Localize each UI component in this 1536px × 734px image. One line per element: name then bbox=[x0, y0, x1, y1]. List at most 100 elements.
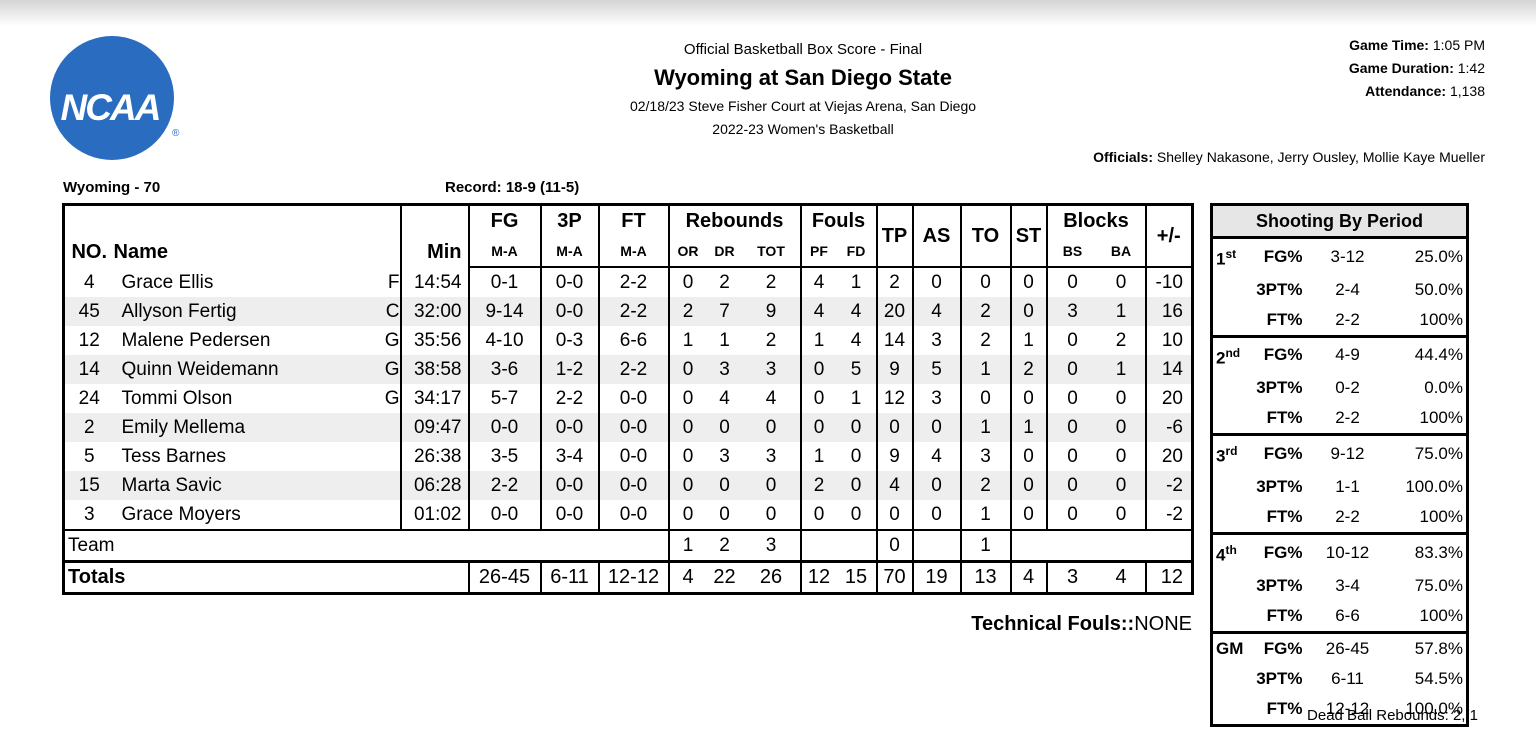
officials: Officials: Shelley Nakasone, Jerry Ousle… bbox=[1093, 149, 1485, 165]
stat-label: FT% bbox=[1266, 605, 1303, 625]
cell: 1 bbox=[850, 388, 862, 409]
cell: 5 bbox=[83, 446, 95, 467]
cell: 3 bbox=[742, 355, 801, 384]
cell: 19 bbox=[911, 560, 961, 594]
shooting-row: FT% 2-2 100% bbox=[1212, 305, 1468, 337]
cell: 0-0 bbox=[539, 297, 599, 326]
cell: 0 bbox=[1097, 413, 1146, 442]
period-cell bbox=[1212, 472, 1248, 502]
period-number: 4 bbox=[1216, 545, 1226, 565]
stat-pct: 100.0% bbox=[1405, 476, 1463, 496]
cell: 2 bbox=[959, 297, 1011, 326]
game-info-label: Game Time: bbox=[1349, 37, 1429, 53]
header-cell: TOT bbox=[742, 236, 801, 268]
cell: 9 bbox=[875, 355, 913, 384]
cell: 34:17 bbox=[399, 384, 469, 413]
cell: 0 bbox=[1045, 355, 1098, 384]
stat-pct: 0.0% bbox=[1424, 378, 1463, 398]
period-number: 1 bbox=[1216, 249, 1226, 269]
cell: G bbox=[384, 330, 400, 351]
cell: 0 bbox=[799, 413, 837, 442]
shooting-row: 3PT% 3-4 75.0% bbox=[1212, 571, 1468, 601]
officials-label: Officials: bbox=[1093, 149, 1153, 165]
cell: 1 bbox=[799, 326, 837, 355]
game-info-value: 1,138 bbox=[1449, 83, 1485, 99]
cell: 0 bbox=[1045, 326, 1098, 355]
cell: 35:56 bbox=[399, 326, 469, 355]
stat-pct: 57.8% bbox=[1389, 630, 1468, 664]
venue: 02/18/23 Steve Fisher Court at Viejas Ar… bbox=[629, 98, 977, 114]
cell: 2-2 bbox=[597, 355, 669, 384]
cell: 3 bbox=[1045, 297, 1098, 326]
period-cell: 2nd bbox=[1211, 334, 1248, 374]
stat-pct: 75.0% bbox=[1389, 433, 1468, 472]
stat-label: 3PT% bbox=[1256, 279, 1303, 299]
game-info-value: 1:05 PM bbox=[1432, 37, 1485, 53]
cell: -2 bbox=[1144, 500, 1193, 530]
stat-made: 12-12 bbox=[1325, 698, 1370, 718]
cell: 10 bbox=[1144, 326, 1193, 355]
ncaa-logo: NCAA ® bbox=[50, 36, 180, 160]
cell: 14:54 bbox=[399, 267, 469, 297]
cell: 1 bbox=[1009, 326, 1047, 355]
team-record: Record: 18-9 (11-5) bbox=[445, 179, 580, 196]
cell: 0 bbox=[667, 413, 707, 442]
cell: 0 bbox=[706, 471, 743, 500]
stat-pct: 75.0% bbox=[1414, 575, 1463, 595]
cell: 0-0 bbox=[539, 267, 599, 297]
player-row: 14 Quinn Weidemann G 38:58 3-6 1-2 2-2 0 3 3 0 5 9 5 1… bbox=[63, 355, 1193, 384]
header-cell: ST bbox=[1009, 204, 1047, 268]
cell: 3-4 bbox=[539, 442, 599, 471]
cell: Emily Mellema bbox=[113, 413, 384, 442]
cell: 12 bbox=[1144, 560, 1193, 594]
cell: 09:47 bbox=[399, 413, 469, 442]
stat-label: FG% bbox=[1247, 334, 1306, 374]
cell: 2 bbox=[719, 272, 730, 293]
cell: Tommi Olson bbox=[121, 388, 233, 409]
header-cell: Rebounds bbox=[667, 204, 801, 236]
stat-made: 4-9 bbox=[1305, 334, 1390, 374]
player-row: 4 Grace Ellis F 14:54 0-1 0-0 2-2 0 2 2 4 1 2 0 0 0 0 0 -1… bbox=[64, 267, 1193, 297]
stat-label: 3PT% bbox=[1256, 476, 1303, 496]
cell: C bbox=[383, 297, 401, 326]
cell: 15 bbox=[836, 560, 877, 594]
game-info-label: Attendance: bbox=[1365, 83, 1447, 99]
period-cell: 1st bbox=[1211, 235, 1248, 275]
cell: 0 bbox=[1097, 471, 1146, 500]
stat-made: 3-12 bbox=[1305, 235, 1390, 275]
cell: 2 bbox=[765, 330, 777, 351]
game-info-value: 1:42 bbox=[1457, 60, 1485, 76]
player-row: 5 Tess Barnes 26:38 3-5 3-4 0-0 0 3 3 1 0 9 4 3 0 0 0 20 bbox=[64, 442, 1193, 471]
cell: 1 bbox=[1097, 355, 1146, 384]
header-cell: Fouls bbox=[799, 204, 877, 236]
cell: 14 bbox=[875, 326, 913, 355]
cell: 0 bbox=[1009, 297, 1047, 326]
cell bbox=[383, 413, 401, 442]
period-cell: GM bbox=[1211, 630, 1248, 664]
cell: 45 bbox=[63, 297, 114, 326]
cell: 1 bbox=[1097, 297, 1146, 326]
cell: 26:38 bbox=[399, 442, 469, 471]
cell: 14 bbox=[1144, 355, 1193, 384]
period-number: 2 bbox=[1216, 348, 1226, 368]
cell: Malene Pedersen bbox=[121, 330, 271, 351]
cell: 0 bbox=[765, 504, 777, 525]
game-info-line: Attendance: 1,138 bbox=[1365, 83, 1485, 99]
stat-pct: 100% bbox=[1419, 506, 1463, 526]
logo-mark: ® bbox=[172, 128, 180, 139]
cell: 0 bbox=[850, 446, 862, 467]
cell: 0-0 bbox=[597, 413, 669, 442]
cell: 1 bbox=[719, 330, 730, 351]
cell: 0-0 bbox=[539, 471, 599, 500]
cell: 0 bbox=[836, 413, 877, 442]
cell: 2 bbox=[667, 297, 707, 326]
period-cell bbox=[1212, 694, 1248, 726]
cell: 0 bbox=[1115, 388, 1127, 409]
stat-pct: 83.3% bbox=[1389, 531, 1468, 571]
cell: 9 bbox=[742, 297, 801, 326]
cell: 0 bbox=[667, 267, 707, 297]
cell bbox=[799, 529, 877, 562]
cell: 22 bbox=[706, 560, 743, 594]
stat-made: 1-1 bbox=[1335, 476, 1360, 496]
cell: 0 bbox=[667, 355, 707, 384]
